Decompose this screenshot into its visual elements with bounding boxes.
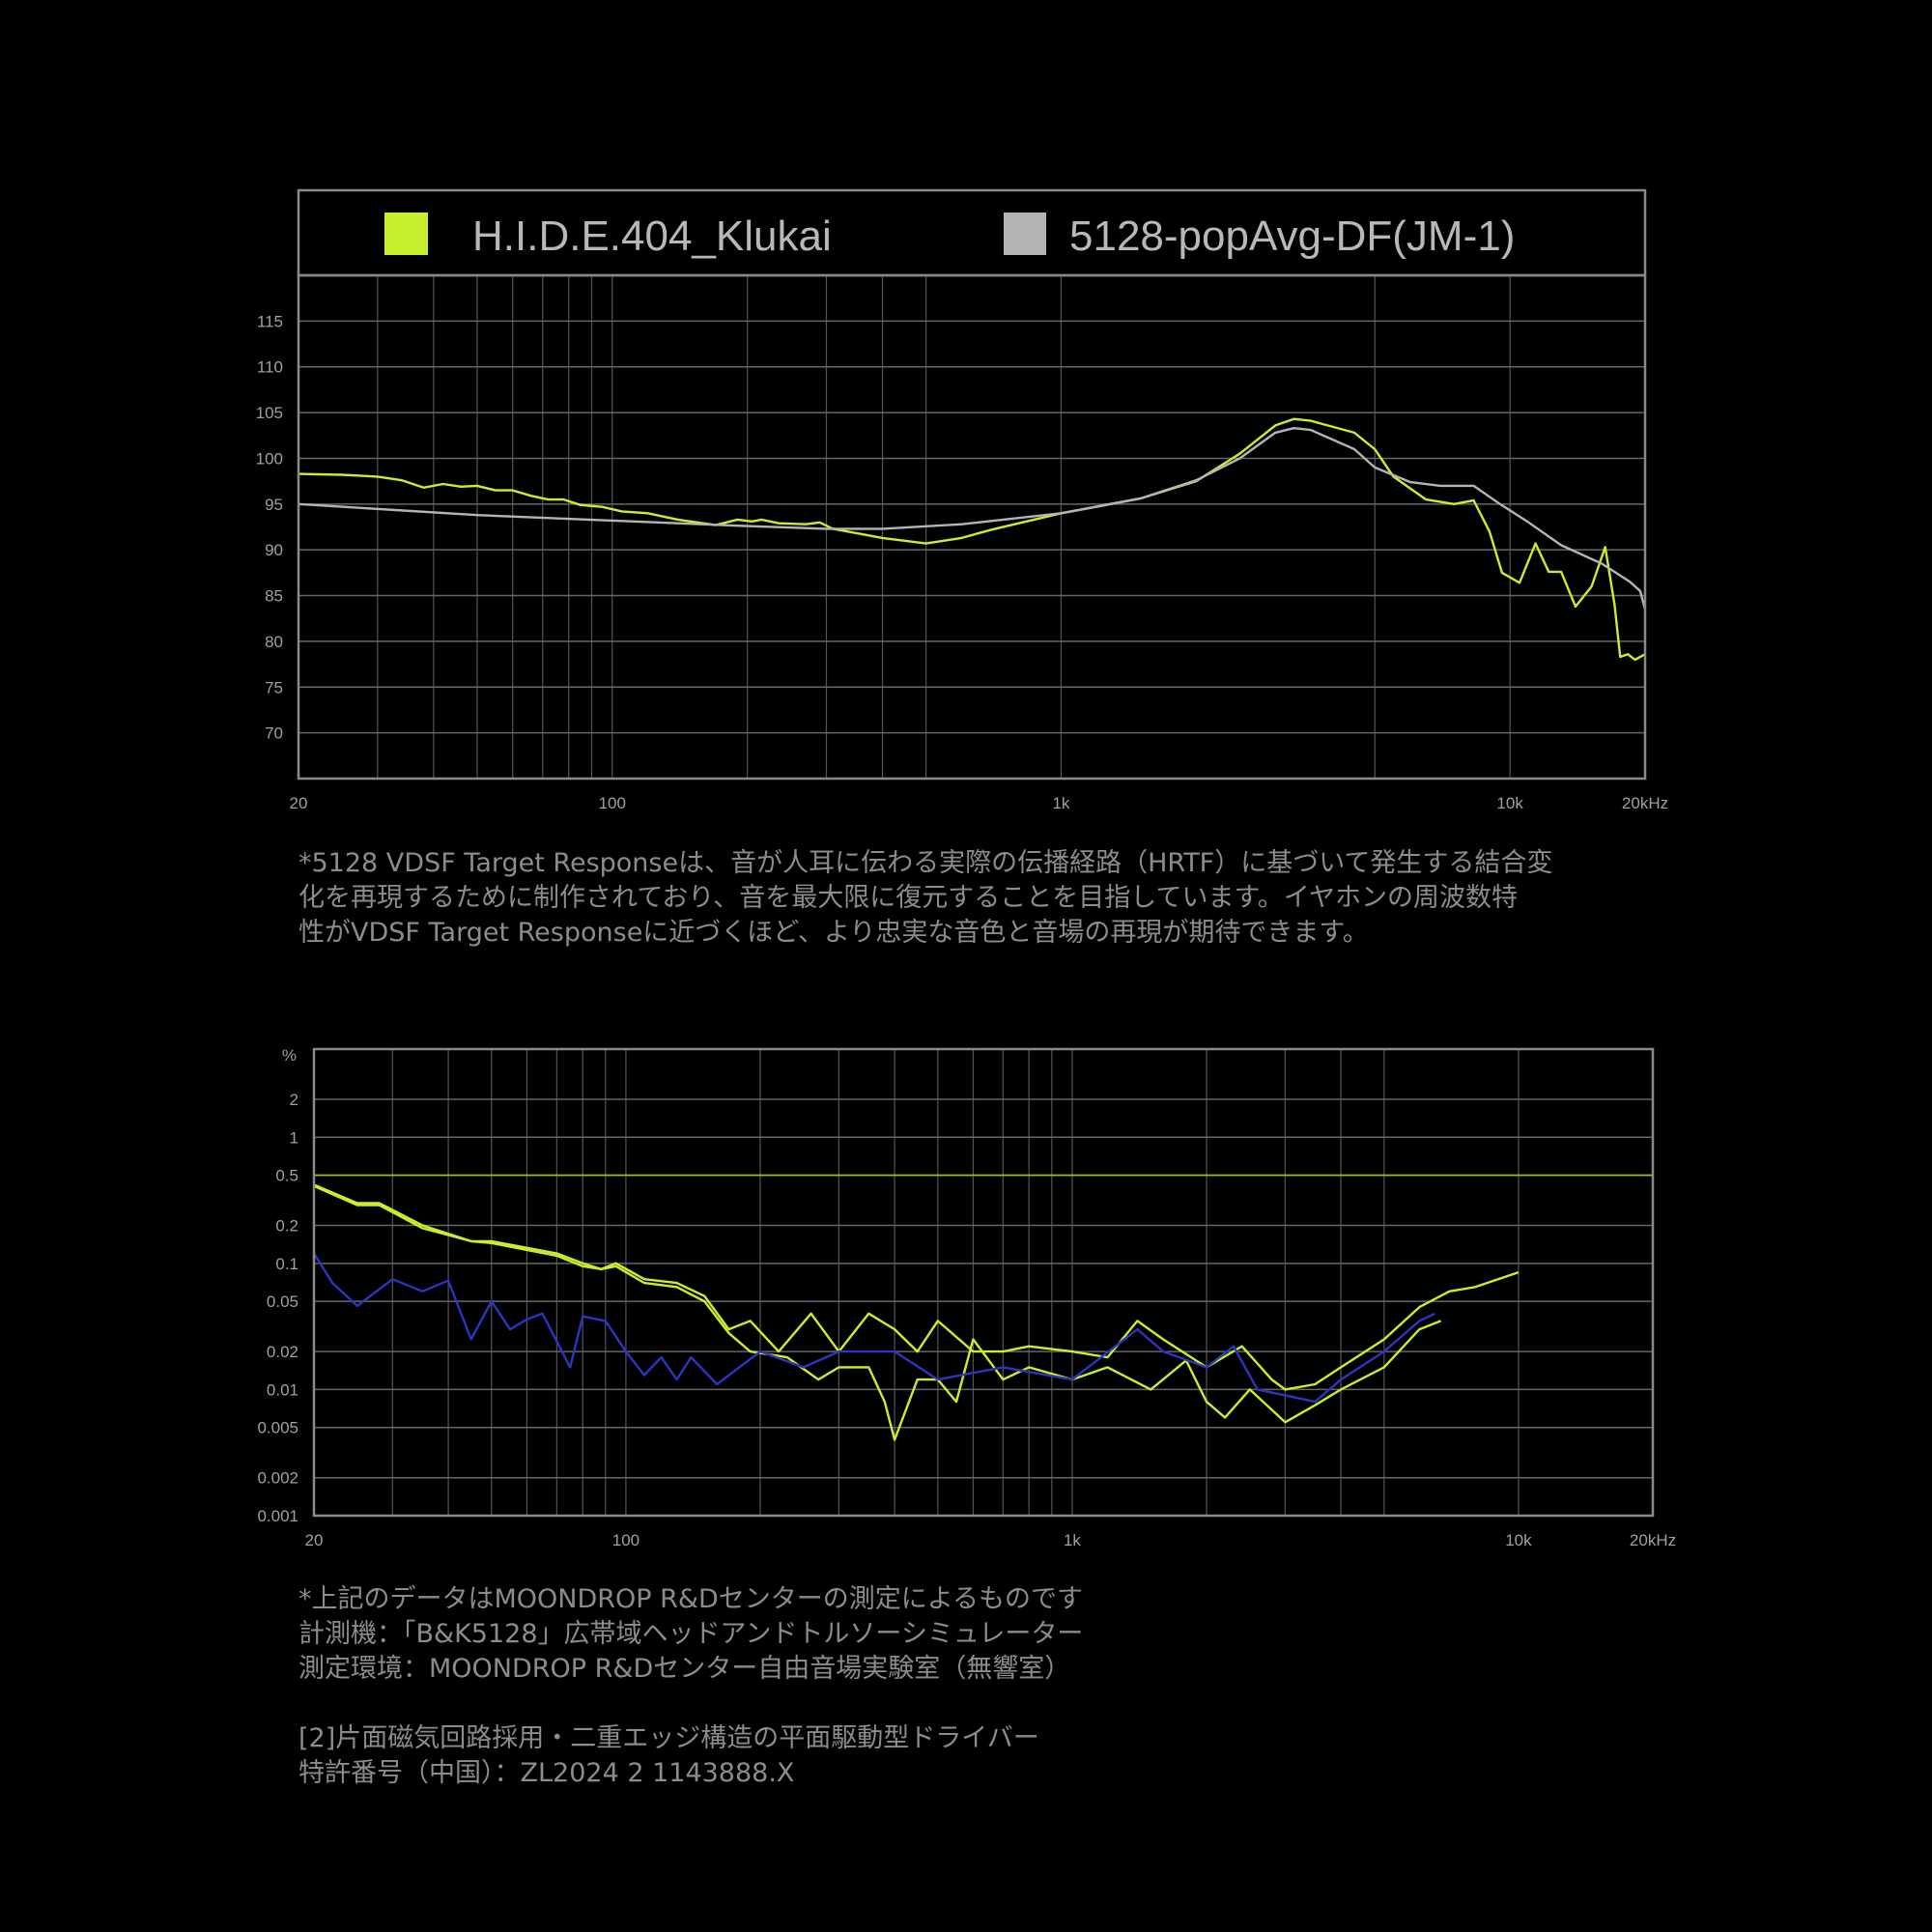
x-tick-label: 1k bbox=[1064, 1531, 1081, 1549]
y-tick-label: 0.5 bbox=[275, 1167, 298, 1185]
y-tick-label: 0.002 bbox=[257, 1469, 298, 1488]
description-line: 化を再現するために制作されており、音を最大限に復元することを目指しています。イヤ… bbox=[298, 883, 1518, 913]
y-tick-label: 0.001 bbox=[257, 1507, 298, 1525]
description-line: 性がVDSF Target Responseに近づくほど、より忠実な音色と音場の… bbox=[298, 918, 1369, 948]
y-tick-label: 0.1 bbox=[275, 1255, 298, 1273]
note-line: 測定環境：MOONDROP R&Dセンター自由音場実験室（無響室） bbox=[298, 1654, 1071, 1684]
y-unit-label: % bbox=[282, 1046, 297, 1065]
legend-swatch-klukai bbox=[384, 213, 428, 255]
frequency-response-chart: H.I.D.E.404_Klukai 5128-popAvg-DF(JM-1) … bbox=[256, 188, 1668, 812]
x-tick-label: 10k bbox=[1496, 794, 1523, 812]
x-tick-label: 1k bbox=[1052, 794, 1069, 812]
x-tick-label: 10k bbox=[1505, 1531, 1532, 1549]
y-tick-label: 85 bbox=[265, 587, 283, 606]
note-line: *上記のデータはMOONDROP R&Dセンターの測定によるものです bbox=[298, 1584, 1083, 1614]
legend-label-klukai: H.I.D.E.404_Klukai bbox=[472, 213, 832, 260]
legend-swatch-target bbox=[1004, 213, 1046, 255]
note-line: 特許番号（中国）：ZL2024 2 1143888.X bbox=[298, 1758, 795, 1788]
series-line-1 bbox=[298, 427, 1647, 611]
y-tick-label: 105 bbox=[256, 404, 283, 422]
x-tick-label: 100 bbox=[599, 794, 626, 812]
y-tick-label: 75 bbox=[265, 678, 283, 696]
x-tick-label: 20kHz bbox=[1622, 794, 1668, 812]
measurement-notes: *上記のデータはMOONDROP R&Dセンターの測定によるものです 計測機：「… bbox=[298, 1582, 1083, 1791]
legend-label-target: 5128-popAvg-DF(JM-1) bbox=[1069, 213, 1515, 260]
description-line: *5128 VDSF Target Responseは、音が人耳に伝わる実際の伝… bbox=[298, 848, 1553, 878]
note-line bbox=[298, 1687, 1083, 1721]
note-line: 計測機：「B&K5128」広帯域ヘッドアンドトルソーシミュレーター bbox=[298, 1619, 1084, 1649]
y-tick-label: 0.05 bbox=[267, 1293, 298, 1311]
y-tick-label: 0.02 bbox=[267, 1343, 298, 1361]
y-tick-label: 2 bbox=[290, 1091, 298, 1109]
y-tick-label: 110 bbox=[257, 358, 283, 377]
note-line: [2]片面磁気回路採用・二重エッジ構造の平面駆動型ドライバー bbox=[298, 1723, 1039, 1753]
y-tick-label: 90 bbox=[265, 541, 283, 559]
series-line-0 bbox=[298, 417, 1646, 662]
target-response-description: *5128 VDSF Target Responseは、音が人耳に伝わる実際の伝… bbox=[298, 846, 1552, 951]
series-line-1 bbox=[313, 1184, 1442, 1441]
y-tick-label: 115 bbox=[257, 312, 283, 330]
series-line-2 bbox=[312, 1252, 1436, 1404]
plot-frame bbox=[312, 1047, 1655, 1518]
y-tick-label: 0.2 bbox=[275, 1217, 298, 1236]
y-tick-label: 100 bbox=[256, 449, 283, 468]
series-line-0 bbox=[313, 1183, 1520, 1391]
y-tick-label: 1 bbox=[290, 1128, 298, 1147]
y-tick-label: 0.01 bbox=[267, 1380, 298, 1399]
y-tick-label: 70 bbox=[265, 724, 283, 743]
y-tick-label: 80 bbox=[265, 633, 283, 651]
x-tick-label: 20 bbox=[290, 794, 308, 812]
x-tick-label: 20kHz bbox=[1630, 1531, 1676, 1549]
x-tick-label: 100 bbox=[612, 1531, 639, 1549]
x-tick-label: 20 bbox=[305, 1531, 324, 1549]
plot-frame bbox=[297, 273, 1647, 781]
y-tick-label: 0.005 bbox=[257, 1419, 298, 1437]
y-tick-label: 95 bbox=[265, 496, 283, 514]
distortion-chart: 2 1 0.5 0.2 0.1 0.05 0.02 0.01 0.005 0.002 0.001% 2… bbox=[257, 1046, 1676, 1549]
